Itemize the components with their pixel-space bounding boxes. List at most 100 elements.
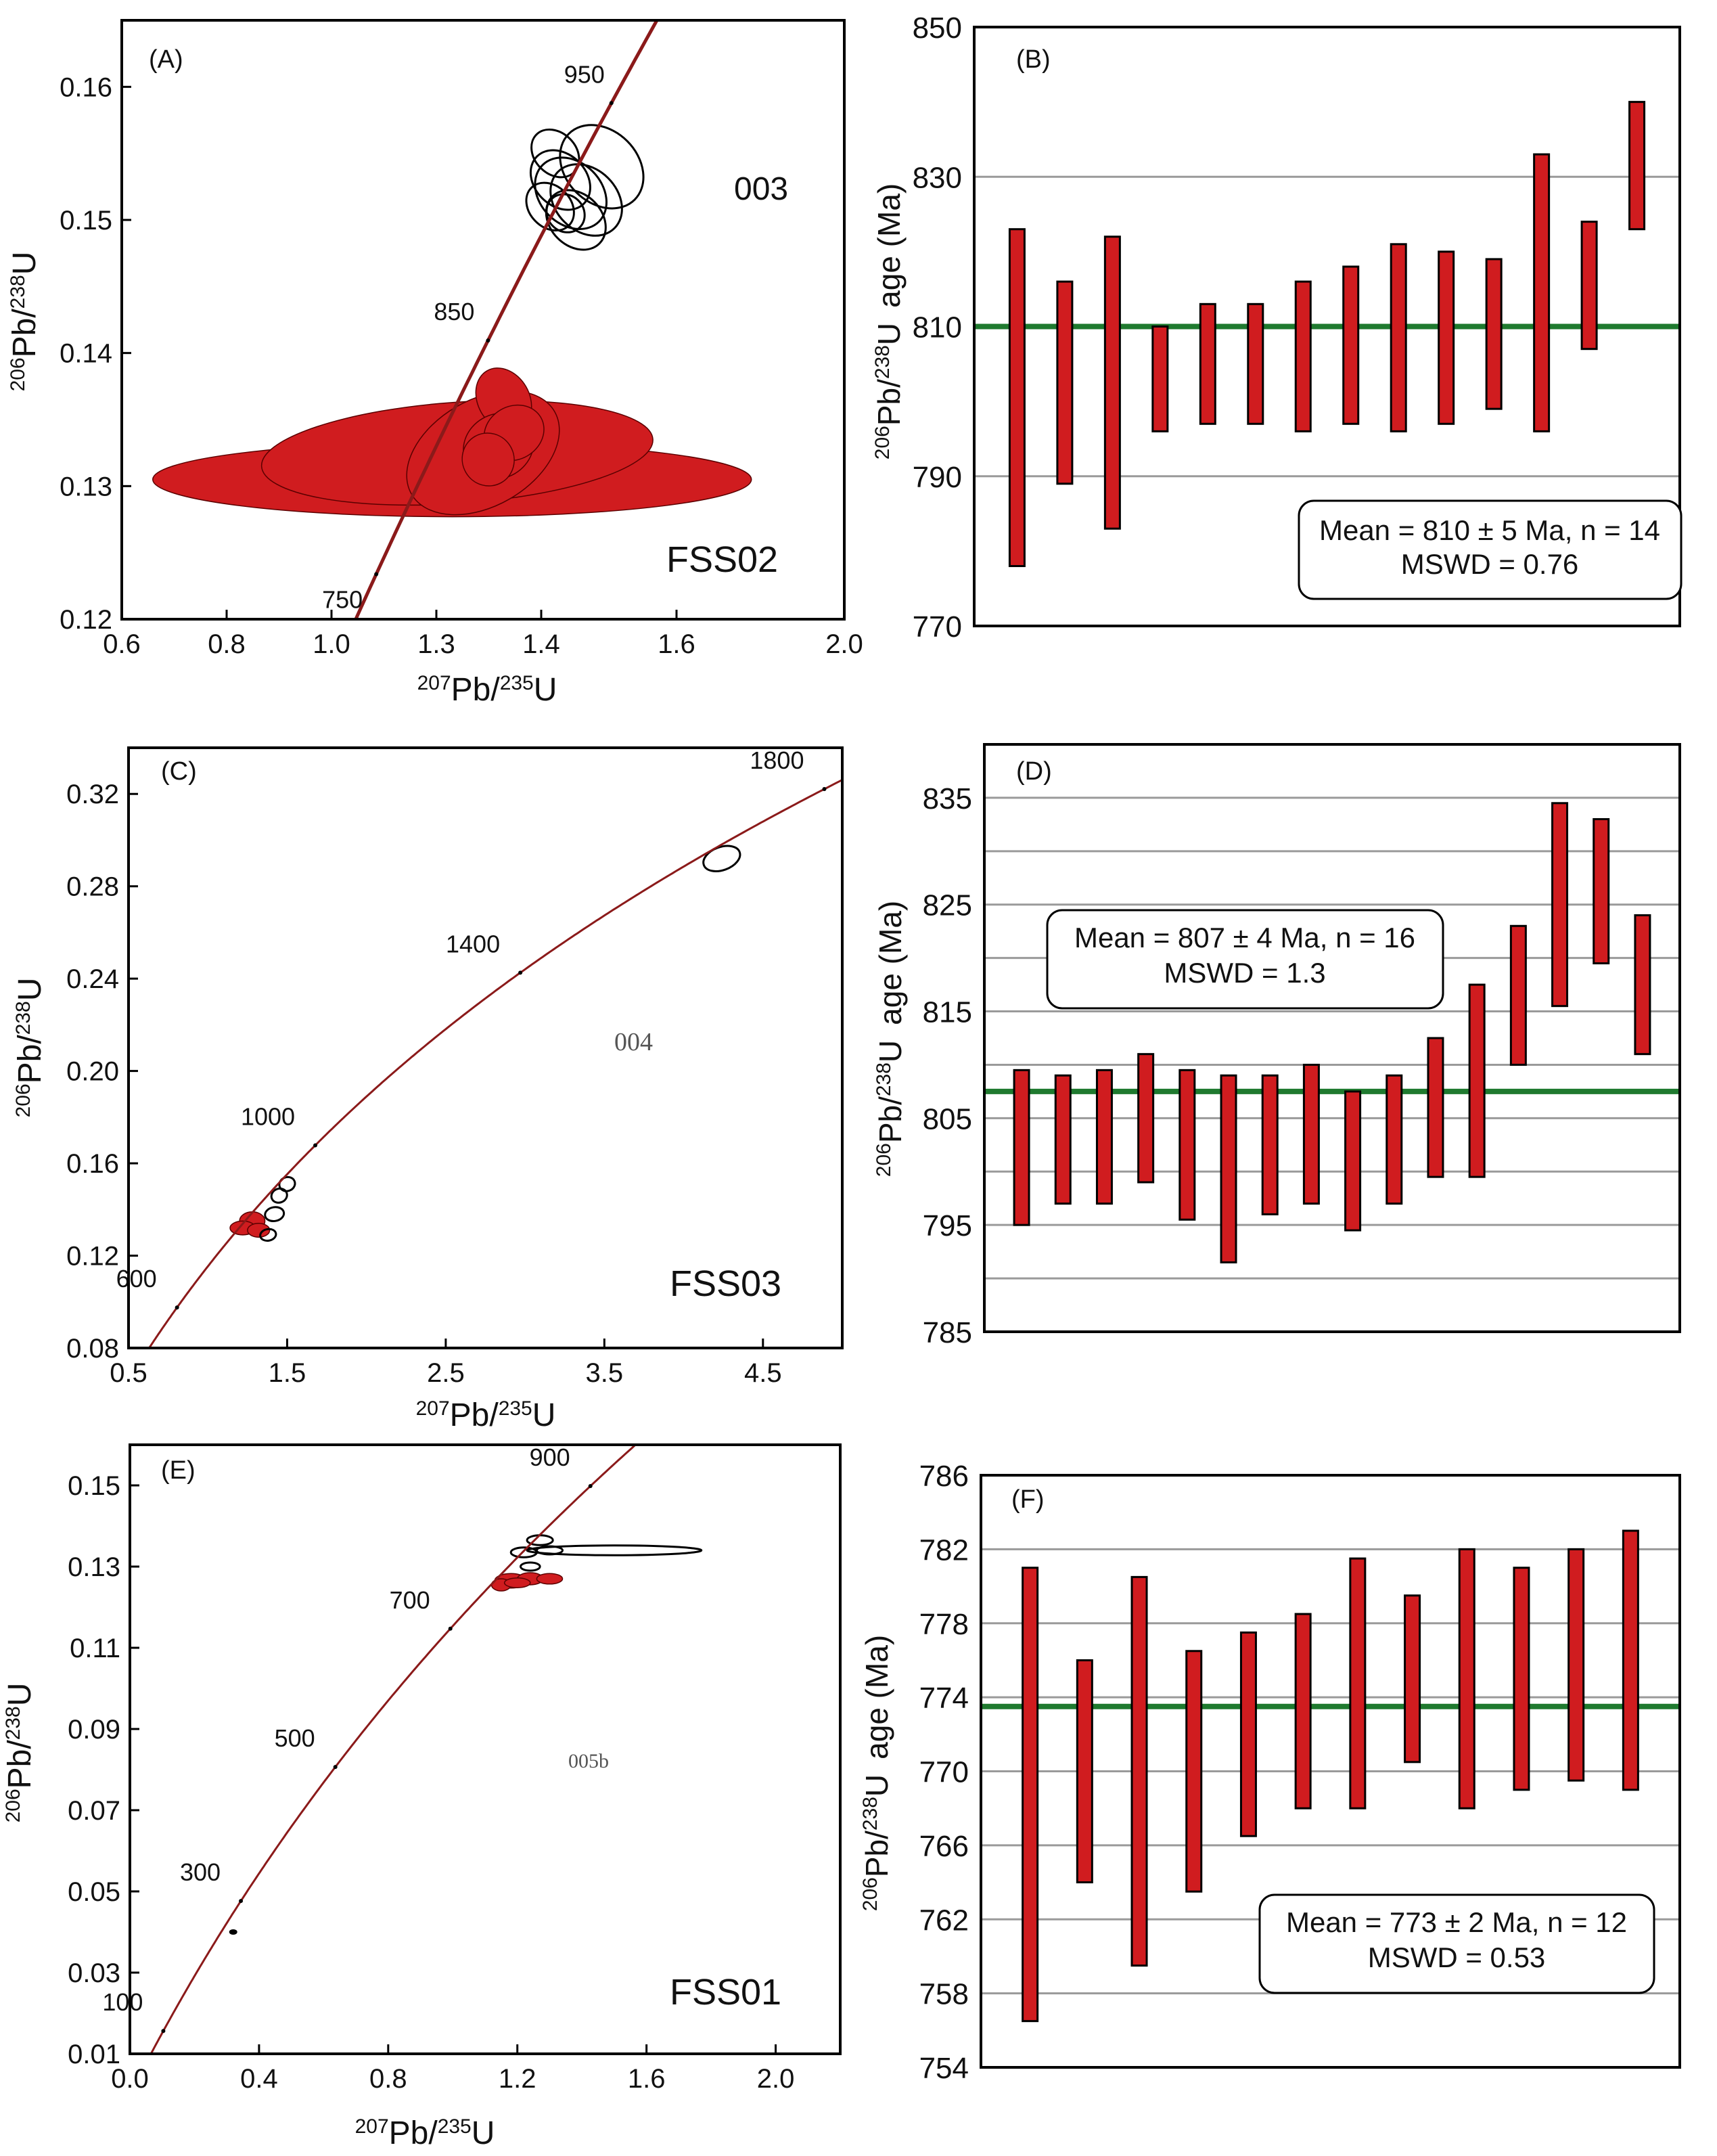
y-tick-label: 0.03 — [68, 1958, 120, 1988]
age-error-bar — [1239, 1631, 1257, 1837]
error-ellipse-open — [549, 163, 623, 237]
x-label-iso: 207 — [417, 672, 451, 694]
age-mark-label: 950 — [564, 60, 605, 88]
y-label-el: Pb/ — [7, 309, 43, 358]
age-error-bar — [1622, 1529, 1639, 1791]
age-error-bar — [1103, 235, 1121, 530]
y-tick-label: 825 — [923, 889, 972, 922]
mean-text: Mean = 810 ± 5 Ma, n = 14 — [1319, 514, 1660, 546]
x-tick-label: 1.6 — [628, 2064, 666, 2094]
y-label-iso2: 238 — [12, 1001, 35, 1035]
x-tick-label: 2.0 — [825, 629, 863, 659]
age-error-bar — [1404, 1594, 1421, 1764]
y-tick-label: 754 — [919, 2052, 969, 2085]
age-error-bar — [1130, 1575, 1148, 1967]
y-tick-label: 0.11 — [70, 1634, 120, 1663]
age-error-bar — [1628, 101, 1646, 231]
axis-ticks: 754 758 762 766 770 774 778 782 786 — [919, 1460, 969, 2085]
age-mark-label: 300 — [180, 1858, 221, 1886]
y-tick-label: 778 — [919, 1608, 969, 1641]
y-axis-label: 206Pb/238U — [7, 252, 43, 392]
y-label-iso: 206 — [873, 1143, 895, 1177]
age-mark-label: 1000 — [241, 1102, 295, 1130]
y-label-el: Pb/ — [859, 1831, 894, 1877]
age-error-bar — [1593, 817, 1610, 965]
y-tick-label: 790 — [913, 461, 962, 494]
age-error-bar — [1185, 1650, 1203, 1893]
x-tick-label: 0.8 — [369, 2064, 407, 2094]
x-tick-label: 4.5 — [744, 1358, 782, 1388]
y-tick-label: 835 — [923, 782, 972, 815]
x-tick-label: 1.6 — [658, 629, 695, 659]
concordia-line — [147, 778, 842, 1348]
x-axis-label: 207Pb/235U — [355, 2115, 495, 2152]
x-label-iso2: 235 — [499, 1397, 532, 1420]
age-error-bar — [1151, 325, 1169, 432]
y-tick-label: 0.07 — [68, 1796, 120, 1826]
age-bars — [1013, 802, 1651, 1263]
axis-ticks: 600 1000 1400 1800 0.5 1.5 2.5 3.5 4.5 0.08 0.12 0.… — [66, 746, 804, 1388]
error-ellipse-open — [520, 1561, 541, 1572]
age-mark-label: 850 — [434, 298, 474, 325]
x-tick-label: 1.3 — [417, 629, 455, 659]
error-ellipse-open — [545, 189, 607, 251]
age-mark-dot — [374, 572, 379, 577]
sample-label: FSS01 — [670, 1972, 781, 2013]
y-label-el2: U — [859, 1774, 894, 1797]
age-error-bar — [1344, 1090, 1362, 1232]
age-error-bar — [1178, 1069, 1196, 1221]
age-error-bar — [1468, 983, 1486, 1178]
y-axis-label: 206Pb/238Uage (Ma) — [873, 901, 909, 1177]
concordia-curve — [147, 778, 842, 1348]
y-tick-label: 0.16 — [66, 1149, 119, 1179]
age-error-bar — [1551, 802, 1569, 1008]
x-tick-label: 0.0 — [111, 2064, 149, 2094]
x-label-el2: U — [534, 672, 557, 708]
sample-label: FSS02 — [666, 539, 778, 580]
error-ellipse-open — [264, 1206, 285, 1223]
y-label-el: Pb/ — [12, 1035, 48, 1084]
y-tick-label: 0.16 — [60, 72, 112, 102]
mean-text: Mean = 807 ± 4 Ma, n = 16 — [1074, 922, 1415, 953]
plot-frame — [120, 19, 846, 621]
age-mark-dot — [239, 1899, 244, 1904]
plot-frame — [980, 1474, 1681, 2069]
axis-ticks: 750 850 950 0.6 0.8 1.0 1.3 1.4 1.6 2.0 0.12 0.13 0.… — [60, 60, 863, 659]
y-tick-label: 0.15 — [60, 206, 112, 235]
age-error-bar — [1095, 1069, 1113, 1205]
age-mark-dot — [609, 101, 614, 106]
age-mark-label: 1800 — [750, 746, 804, 774]
age-error-bar — [1261, 1074, 1279, 1215]
age-mark-dot — [448, 1626, 453, 1631]
y-axis-label: 206Pb/238Uage (Ma) — [859, 1635, 895, 1911]
error-ellipse-open — [545, 193, 586, 233]
error-ellipse-open — [535, 1545, 564, 1556]
mean-box — [1258, 1893, 1655, 1994]
age-mark-label: 750 — [322, 585, 363, 613]
y-tick-label: 785 — [923, 1316, 972, 1349]
note-label: 005b — [568, 1750, 609, 1772]
y-tick-label: 795 — [923, 1209, 972, 1242]
mean-box — [1298, 499, 1682, 600]
plot-frame — [973, 26, 1681, 627]
error-ellipse-red — [536, 1573, 564, 1585]
y-axis-label: 206Pb/238U — [12, 978, 49, 1118]
y-tick-label: 850 — [913, 12, 962, 45]
age-mark-dot — [486, 338, 490, 343]
mean-box — [1046, 909, 1444, 1010]
age-error-bar — [1509, 924, 1527, 1066]
sample-label: FSS03 — [670, 1263, 781, 1304]
x-tick-label: 1.2 — [499, 2064, 536, 2094]
x-tick-label: 1.0 — [313, 629, 350, 659]
age-error-bar — [1438, 250, 1455, 425]
y-tick-label: 774 — [919, 1682, 969, 1715]
age-error-bar — [1008, 228, 1026, 567]
age-error-bar — [1076, 1659, 1093, 1884]
y-label-el2: U — [7, 252, 43, 275]
age-mark-label: 600 — [116, 1265, 157, 1293]
y-label-iso: 206 — [871, 426, 894, 459]
y-label-iso2: 238 — [859, 1797, 882, 1831]
